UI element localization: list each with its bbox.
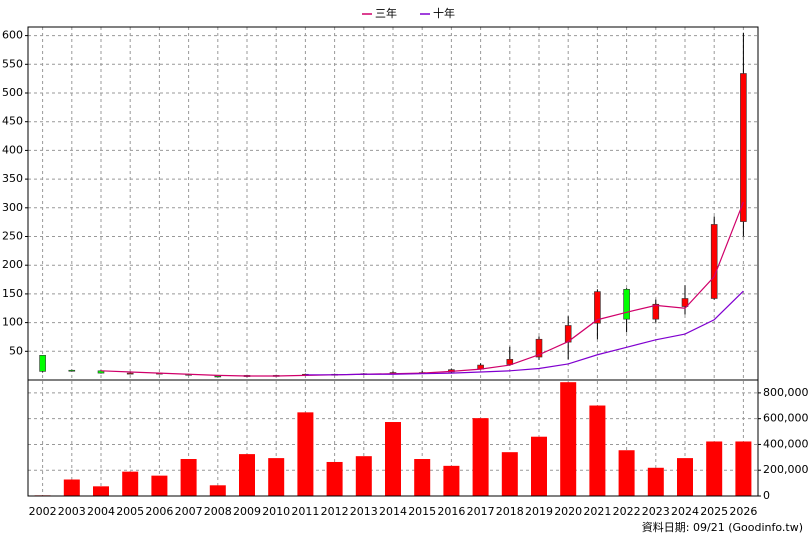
x-tick-label: 2023 (642, 505, 670, 518)
x-tick-label: 2008 (204, 505, 232, 518)
x-tick-label: 2013 (350, 505, 378, 518)
y-tick-label: 600,000 (763, 412, 808, 425)
x-tick-label: 2012 (321, 505, 349, 518)
volume-bar (355, 456, 372, 496)
volume-bar (268, 458, 285, 496)
volume-bar (63, 479, 80, 496)
candle-body (681, 298, 689, 307)
volume-bar (735, 441, 752, 496)
volume-bar (677, 458, 693, 496)
candle-body (710, 224, 718, 299)
y-tick-label: 450 (2, 115, 23, 128)
volume-bar (297, 412, 314, 496)
y-tick-label: 150 (2, 287, 23, 300)
x-tick-label: 2009 (233, 505, 261, 518)
footer: 資料日期: 09/21 (Goodinfo.tw) (642, 520, 803, 534)
x-tick-label: 2004 (87, 505, 115, 518)
volume-bar (326, 461, 343, 496)
y-tick-label: 350 (2, 172, 23, 185)
x-tick-label: 2006 (145, 505, 173, 518)
y-tick-label: 600 (2, 29, 23, 42)
y-tick-label: 550 (2, 57, 23, 70)
volume-bar (414, 459, 431, 496)
x-tick-label: 2021 (583, 505, 611, 518)
volume-bar (560, 382, 577, 496)
candle-body (39, 355, 46, 372)
y-tick-label: 50 (9, 344, 23, 357)
x-tick-label: 2014 (379, 505, 407, 518)
x-tick-label: 2018 (496, 505, 524, 518)
candle-body (652, 303, 660, 320)
candle-body (623, 289, 630, 320)
x-tick-label: 2005 (116, 505, 144, 518)
y-tick-label: 300 (2, 201, 23, 214)
volume-bar (531, 436, 547, 496)
x-tick-label: 2003 (58, 505, 86, 518)
x-tick-label: 2007 (175, 505, 203, 518)
x-tick-label: 2026 (729, 505, 757, 518)
y-tick-label: 100 (2, 316, 23, 329)
y-tick-label: 400,000 (763, 437, 808, 450)
candle-body (594, 291, 601, 324)
x-tick-label: 2016 (437, 505, 465, 518)
volume-bar (647, 467, 664, 496)
y-tick-label: 400 (2, 143, 23, 156)
x-tick-label: 2024 (671, 505, 699, 518)
volume-bar (472, 418, 489, 496)
x-tick-label: 2017 (467, 505, 495, 518)
candle-body (126, 372, 134, 375)
volume-bar (209, 485, 226, 496)
volume-bar (93, 486, 109, 496)
volume-bar (180, 459, 197, 496)
y-tick-label: 800,000 (763, 386, 808, 399)
volume-bar (151, 475, 168, 496)
candle-body (68, 369, 76, 372)
volume-bar (385, 422, 401, 496)
x-tick-label: 2010 (262, 505, 290, 518)
volume-bar (501, 452, 518, 496)
candle-body (214, 375, 222, 378)
x-tick-label: 2020 (554, 505, 582, 518)
y-tick-label: 200,000 (763, 463, 808, 476)
candle-body (740, 73, 747, 222)
y-tick-label: 250 (2, 230, 23, 243)
x-tick-label: 2015 (408, 505, 436, 518)
volume-bar (239, 454, 255, 496)
y-tick-label: 0 (763, 489, 770, 502)
volume-bar (706, 441, 723, 496)
x-tick-label: 2002 (29, 505, 57, 518)
x-tick-label: 2022 (613, 505, 641, 518)
x-tick-label: 2025 (700, 505, 728, 518)
y-tick-label: 200 (2, 258, 23, 271)
volume-bar (443, 465, 460, 496)
x-tick-label: 2019 (525, 505, 553, 518)
x-tick-label: 2011 (291, 505, 319, 518)
legend-label: 十年 (433, 6, 455, 20)
legend-label: 三年 (375, 6, 397, 20)
panel-frame (27, 379, 759, 497)
y-tick-label: 500 (2, 86, 23, 99)
volume-bar (122, 471, 139, 496)
ma-line (305, 290, 744, 376)
candle-body (535, 338, 543, 358)
volume-bar (589, 405, 606, 496)
volume-bar (618, 450, 635, 496)
